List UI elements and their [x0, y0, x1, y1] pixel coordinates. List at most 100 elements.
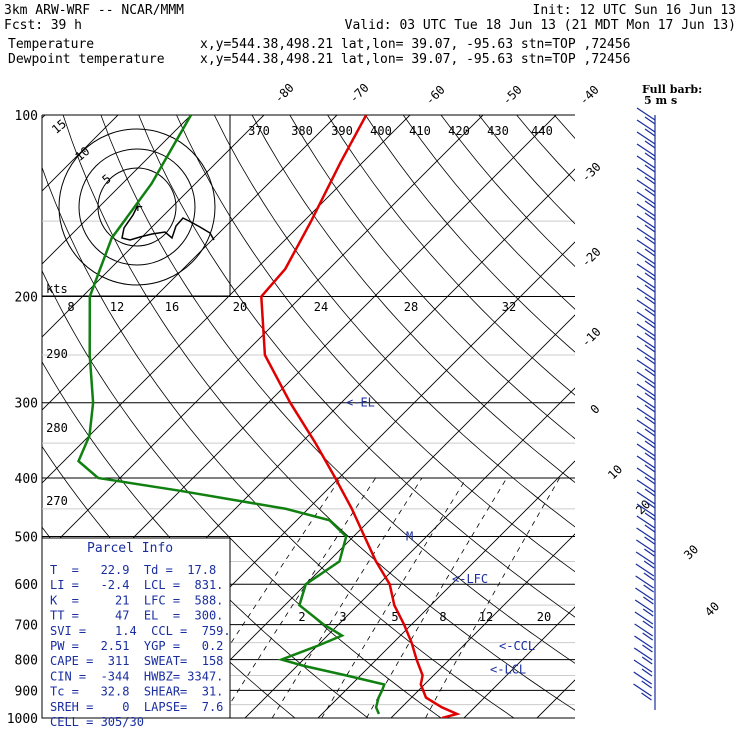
pressure-label: 1000 — [7, 712, 38, 727]
wind-barb — [635, 551, 655, 565]
pressure-label: 300 — [15, 397, 38, 412]
hodograph-trace — [121, 206, 215, 241]
isotherm-label: -60 — [423, 83, 448, 108]
pressure-label: 700 — [15, 619, 38, 634]
dry-adiabat — [516, 115, 575, 182]
wind-barb — [636, 503, 656, 517]
dry-adiabat — [327, 115, 575, 396]
wind-barb — [636, 215, 656, 229]
hodograph-speed-tick: 8 — [67, 300, 74, 314]
parcel-info-row: K = 21 LFC = 588. — [50, 593, 223, 607]
dry-adiabat-label: 270 — [46, 494, 68, 508]
parcel-info-row: CELL = 305/30 — [50, 715, 144, 729]
hodograph-speed-tick: 16 — [165, 300, 179, 314]
wind-barb — [634, 623, 654, 637]
wind-barb — [635, 575, 654, 589]
mixing-ratio-line — [271, 477, 423, 718]
wind-barb-half — [643, 596, 654, 605]
wind-barb-half — [642, 620, 654, 629]
level-annotation: <-EL — [346, 396, 375, 410]
parcel-info-row: SVI = 1.4 CCL = 759. — [50, 624, 231, 638]
mixing-ratio-label: 8 — [439, 610, 446, 624]
wind-barb-column — [633, 107, 656, 710]
level-annotation: <-LCL — [490, 663, 526, 677]
wind-barb — [636, 311, 656, 325]
dry-adiabat — [251, 115, 575, 483]
parcel-info-row: Tc = 32.8 SHEAR= 31. — [50, 685, 223, 699]
hodograph-unit-label: kts — [46, 282, 68, 296]
dry-adiabat-labels: 270 280 290 370 380 390 400 410 420 430 440 — [46, 124, 553, 508]
wind-barb-half — [641, 692, 652, 701]
isotherm-label: 40 — [702, 599, 722, 619]
dry-adiabat-label: 370 — [248, 124, 270, 138]
isotherm-line — [42, 115, 265, 338]
forecast-label: Fcst: — [4, 18, 43, 33]
temperature-legend: Temperature — [8, 37, 94, 52]
wind-barb — [636, 239, 656, 253]
dry-adiabat-label: 380 — [291, 124, 313, 138]
wind-barb — [633, 647, 653, 661]
wind-barb — [636, 227, 656, 241]
wind-barb-half — [644, 224, 656, 233]
dry-adiabat — [402, 115, 575, 310]
dry-adiabat-label: 440 — [531, 124, 553, 138]
wind-barb-half — [644, 152, 656, 161]
wind-barb-half — [644, 248, 656, 257]
pressure-label: 500 — [15, 530, 38, 545]
dry-adiabat — [554, 115, 575, 140]
wind-barb — [636, 287, 656, 301]
parcel-info-panel: Parcel Info T = 22.9 Td = 17.8LI = -2.4 … — [41, 537, 231, 729]
wind-barb-half — [644, 332, 656, 341]
hodograph-ring-label-inner: 5 — [99, 172, 114, 187]
hodograph: 15 10 5 + kts — [42, 115, 231, 297]
dry-adiabat-label: 280 — [46, 421, 68, 435]
parcel-info-row: SREH = 0 LAPSE= 7.6 — [50, 700, 223, 714]
isotherm-line — [317, 460, 575, 718]
wind-barb — [636, 419, 656, 433]
dry-adiabat-label: 400 — [370, 124, 392, 138]
level-annotation: <-CCL — [499, 639, 535, 653]
isotherm-label: -80 — [272, 81, 297, 106]
isotherm-line — [244, 387, 575, 718]
wind-barb-half — [644, 284, 656, 293]
hodograph-ring-inner — [97, 167, 177, 247]
wind-barb-half — [644, 548, 655, 557]
temperature-trace — [260, 115, 461, 718]
wind-barb — [636, 359, 656, 373]
wind-barb — [636, 119, 656, 133]
wind-barb-half — [642, 632, 654, 641]
dry-adiabat — [213, 115, 575, 528]
wind-barb-half — [641, 668, 653, 677]
wind-barb — [636, 179, 656, 193]
hodograph-center-mark: + — [132, 199, 144, 215]
isotherm-line — [42, 115, 411, 484]
parcel-info-row: TT = 47 EL = 300. — [50, 609, 223, 623]
isotherm-line — [42, 115, 484, 557]
pressure-lines — [42, 114, 575, 719]
wind-barb — [636, 275, 656, 289]
hodograph-speed-ticks: 8 12 16 20 24 28 32 — [67, 300, 516, 314]
pressure-label: 600 — [15, 578, 38, 593]
wind-barb-half — [644, 308, 656, 317]
valid-time: Valid: 03 UTC Tue 18 Jun 13 (21 MDT Mon … — [345, 18, 736, 33]
wind-barb-half — [644, 392, 656, 401]
dry-adiabat — [440, 115, 575, 267]
hodograph-speed-tick: 28 — [404, 300, 418, 314]
wind-barb — [634, 599, 654, 613]
wind-barb — [636, 347, 656, 361]
wind-barb-half — [644, 536, 655, 545]
wind-barb-half — [643, 584, 654, 593]
pressure-label: 200 — [15, 291, 38, 306]
wind-barb — [636, 251, 656, 265]
wind-barb — [636, 191, 656, 205]
wind-barb-half — [644, 416, 656, 425]
wind-barb — [636, 143, 656, 157]
wind-barb-half — [644, 500, 656, 509]
wind-barb — [636, 539, 655, 553]
wind-barb — [636, 383, 656, 397]
wind-barb-half — [644, 140, 656, 149]
wind-barb — [636, 131, 656, 145]
wind-barb — [633, 683, 652, 697]
wind-barb-half — [644, 464, 656, 473]
wind-barb — [636, 467, 656, 481]
